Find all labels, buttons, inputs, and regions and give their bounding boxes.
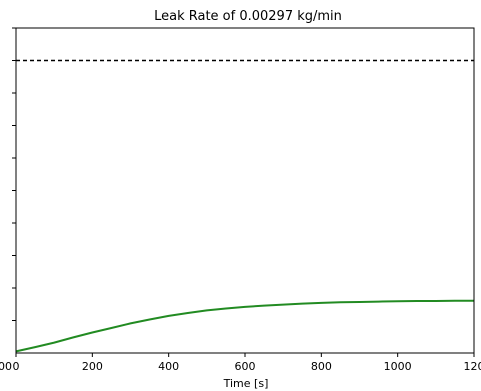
series-line-0 (15, 299, 474, 353)
x-tick-label-2: 400 (158, 360, 179, 373)
x-tick-label-6: 120 (464, 360, 481, 373)
chart-title: Leak Rate of 0.00297 kg/min (154, 9, 342, 24)
plot-frame (15, 27, 475, 354)
x-tick-label-3: 600 (235, 360, 256, 373)
x-tick-label-5: 1000 (384, 360, 412, 373)
left-cut-tick-label: 00 (0, 360, 12, 373)
x-tick-label-4: 800 (311, 360, 332, 373)
x-axis-label: Time [s] (223, 377, 269, 390)
x-tick-label-1: 200 (82, 360, 103, 373)
x-tick-label-0: 0 (13, 360, 20, 373)
